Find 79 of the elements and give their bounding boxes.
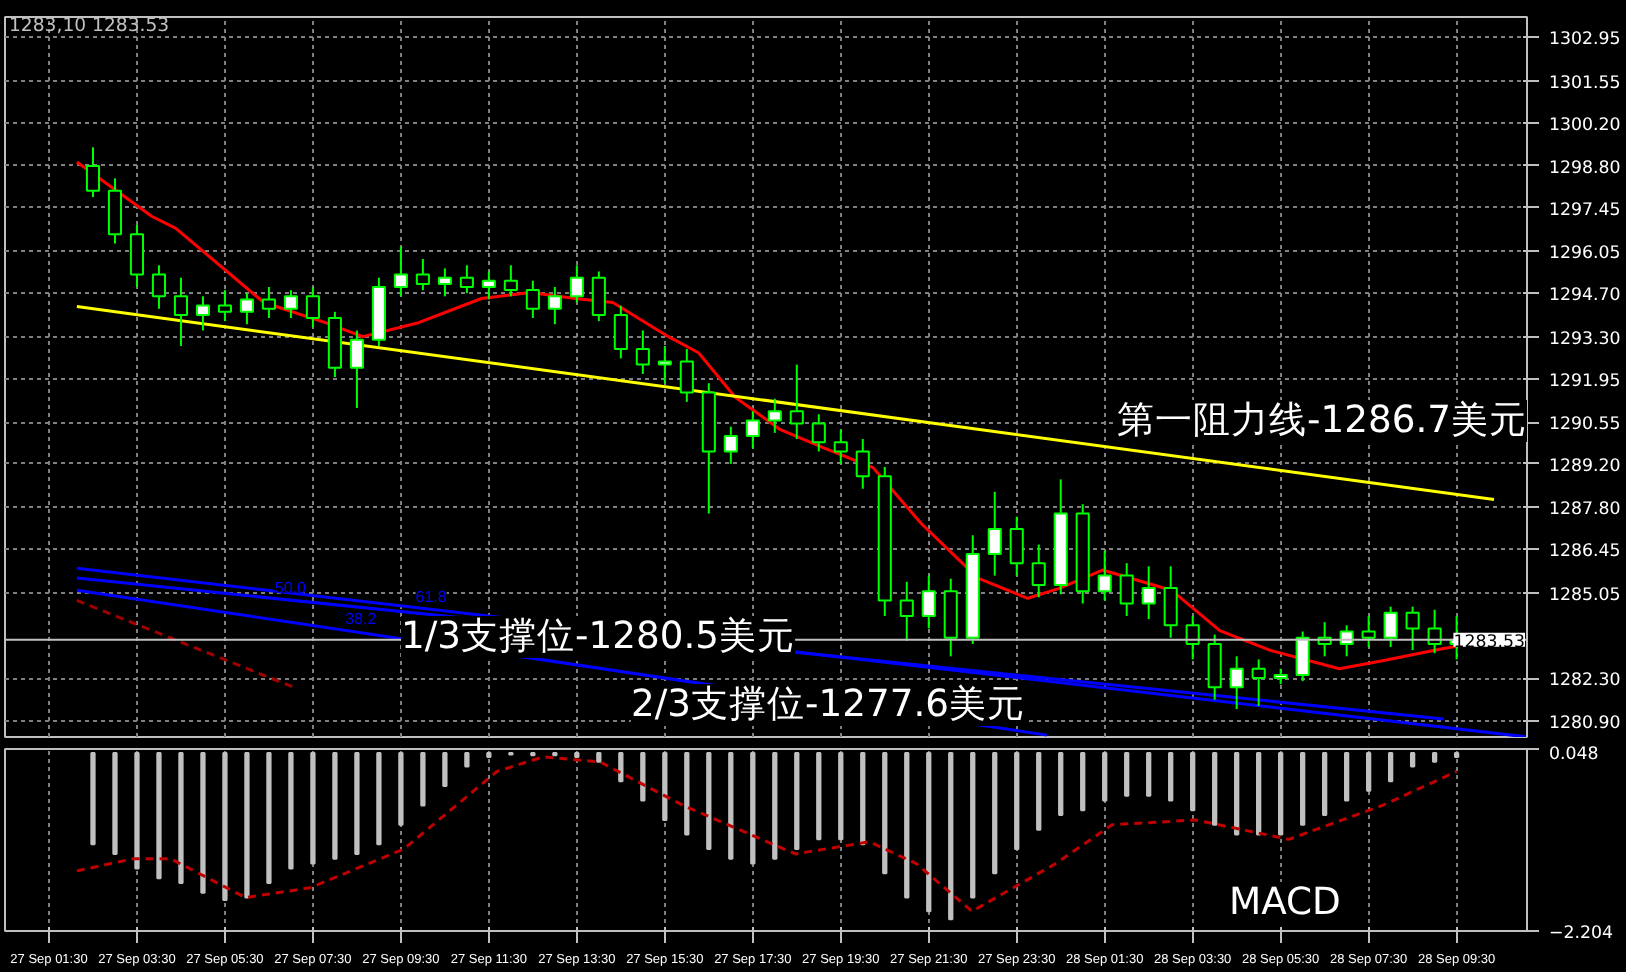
y-tick-label: 1280.90	[1549, 714, 1621, 735]
y-tick-label: 1301.55	[1549, 73, 1621, 94]
candlestick	[1097, 549, 1112, 602]
y-tick-label: 1293.30	[1549, 329, 1621, 350]
candlestick	[459, 264, 474, 295]
y-tick-label: −2.204	[1549, 924, 1615, 944]
candlestick	[1185, 614, 1200, 661]
candlestick	[657, 344, 672, 385]
candlestick	[107, 177, 123, 245]
y-tick-label: 1286.45	[1549, 542, 1621, 563]
candlestick	[217, 289, 232, 323]
candlestick	[239, 292, 254, 326]
candlestick	[283, 289, 298, 320]
candlestick	[1229, 655, 1244, 711]
series-label: 61.8	[415, 587, 448, 606]
candlestick	[811, 413, 826, 453]
candlestick	[745, 410, 760, 450]
annotation: 2/3支撑位-1277.6美元	[631, 682, 1026, 726]
y-tick-label: 1296.05	[1549, 244, 1621, 265]
candlestick	[195, 295, 210, 332]
series-label: 38.2	[345, 610, 378, 629]
candlestick	[943, 577, 958, 658]
y-tick-label: 1297.45	[1549, 200, 1621, 221]
candlestick	[393, 245, 408, 298]
candlestick	[349, 329, 364, 410]
candlestick	[789, 363, 804, 441]
candlestick	[1207, 633, 1222, 701]
candlestick	[1031, 543, 1046, 599]
candlestick	[767, 397, 782, 434]
y-tick-label: 1287.80	[1549, 500, 1621, 521]
chart-title: 1283,10 1283.53	[9, 15, 170, 37]
candlestick	[1405, 605, 1420, 652]
candlestick	[1295, 630, 1310, 683]
candlestick	[1119, 562, 1134, 617]
y-tick-label: 1289.20	[1549, 456, 1621, 477]
series-label: 50.0	[274, 578, 308, 597]
candlestick	[525, 279, 540, 320]
y-tick-label: 1285.05	[1549, 585, 1621, 606]
candlestick	[173, 276, 188, 347]
y-tick-label: 1282.30	[1549, 671, 1621, 692]
annotation: 第一阻力线-1286.7美元	[1117, 398, 1528, 442]
annotation: MACD	[1229, 882, 1341, 924]
candlestick	[855, 438, 870, 490]
candlestick	[921, 574, 936, 630]
candlestick	[85, 146, 101, 198]
ref-line-label: 1283.53	[1453, 632, 1525, 653]
y-tick-label: 1300.20	[1549, 115, 1621, 136]
candlestick	[547, 286, 562, 326]
y-tick-label: 1290.55	[1549, 415, 1621, 435]
candlestick	[305, 286, 320, 329]
candlestick	[437, 267, 452, 298]
candlestick	[481, 270, 496, 301]
candlestick	[1427, 608, 1442, 655]
candlestick	[591, 270, 606, 323]
candlestick	[1163, 565, 1178, 639]
candlestick	[679, 348, 694, 403]
y-tick-label: 1298.80	[1549, 158, 1621, 179]
candlestick	[415, 258, 430, 292]
candlestick	[1009, 515, 1024, 577]
candlestick	[635, 329, 650, 375]
y-tick-label: 1294.70	[1549, 286, 1621, 307]
y-tick-label: 0.048	[1549, 745, 1599, 765]
y-tick-label: 1291.95	[1549, 371, 1621, 392]
annotation: 1/3支撑位-1280.5美元	[401, 614, 796, 658]
candlestick	[1361, 614, 1376, 648]
candlestick	[261, 286, 276, 320]
candlestick	[613, 304, 628, 360]
candlestick	[151, 264, 167, 310]
y-tick-label: 1302.95	[1549, 30, 1621, 51]
candlestick	[833, 428, 848, 465]
candlestick	[1251, 658, 1266, 707]
candlestick	[987, 490, 1002, 577]
candlestick	[723, 425, 738, 465]
candlestick	[899, 580, 914, 642]
candlestick	[1383, 605, 1398, 648]
candlestick	[569, 264, 584, 304]
candlestick	[1141, 565, 1156, 621]
candlestick	[503, 264, 518, 298]
candlestick	[129, 223, 145, 288]
